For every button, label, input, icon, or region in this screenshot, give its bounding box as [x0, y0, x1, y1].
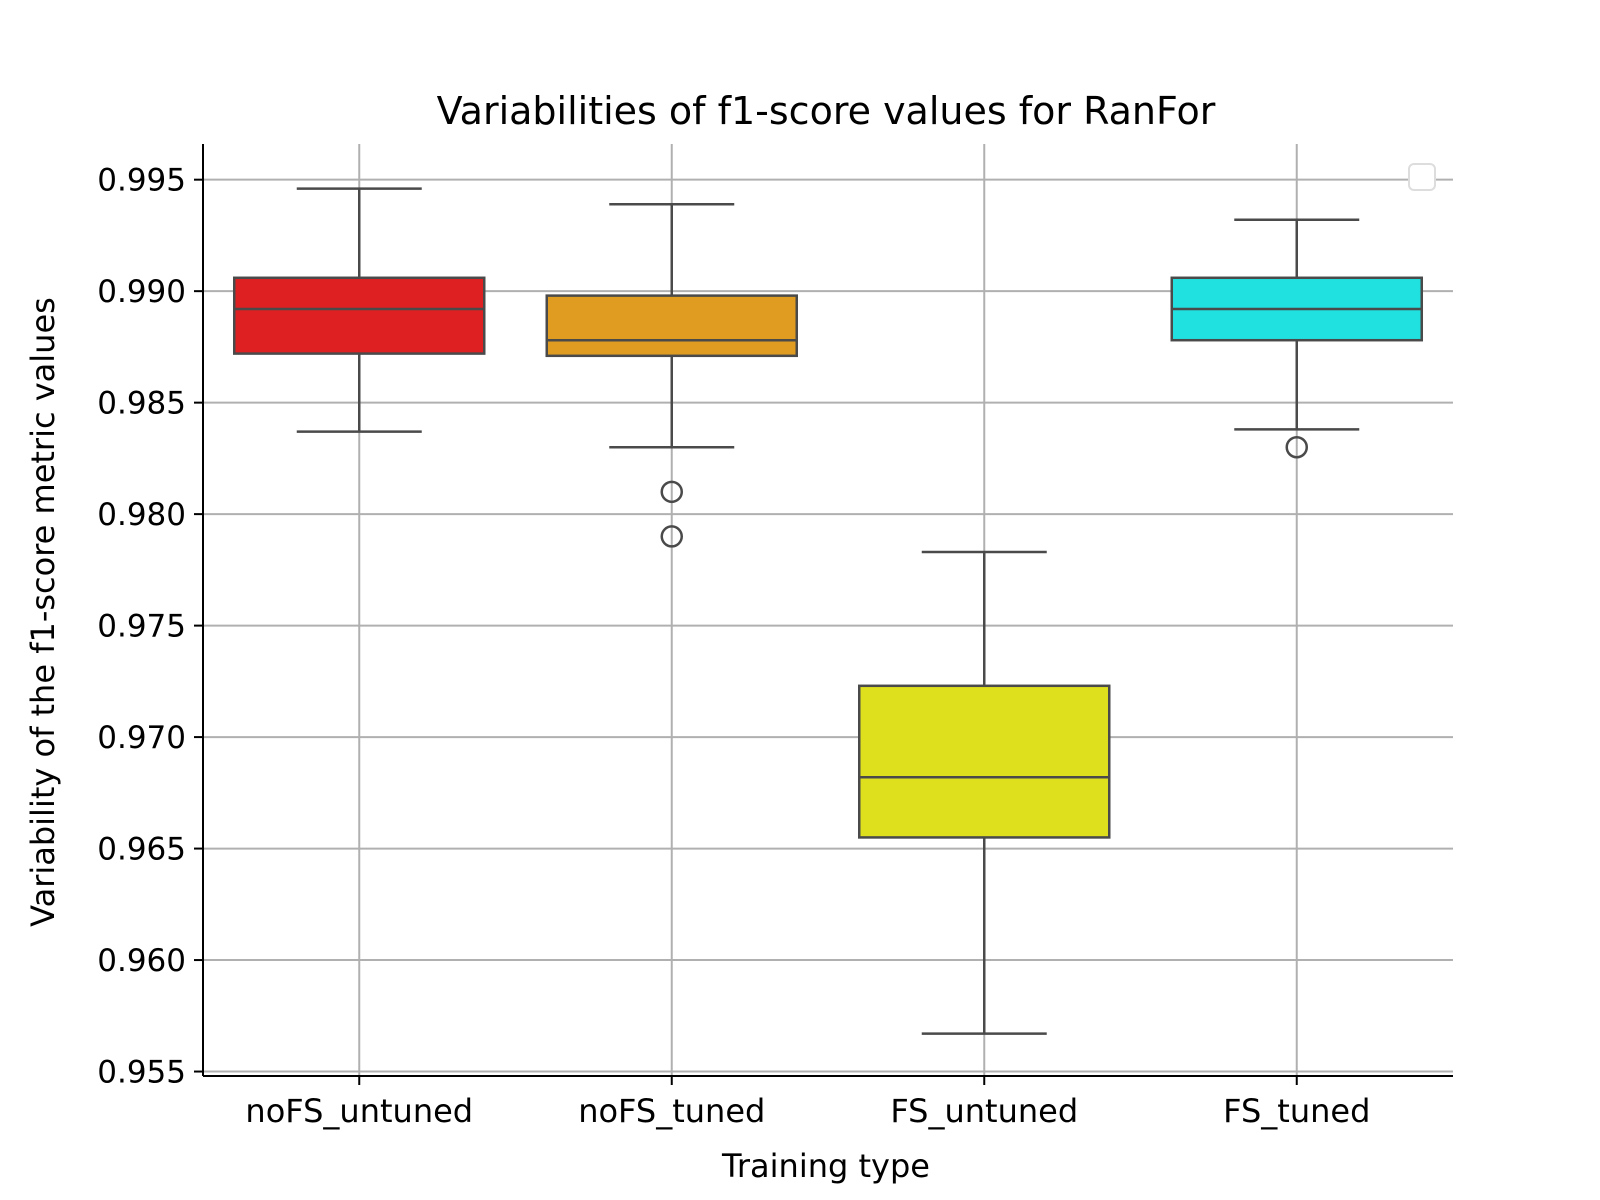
iqr-box [233, 276, 486, 355]
x-axis-ticks: noFS_untuned noFS_tuned FS_untuned FS_tuned [245, 1076, 1370, 1130]
y-tick-label: 0.980 [97, 497, 186, 533]
y-tick-label: 0.960 [97, 943, 186, 979]
y-tick-label: 0.985 [97, 386, 186, 422]
y-tick-label: 0.995 [97, 163, 186, 199]
y-tick-label: 0.990 [97, 274, 186, 310]
y-axis-label: Variability of the f1-score metric value… [24, 297, 62, 927]
x-tick-label: FS_untuned [890, 1092, 1078, 1130]
y-tick-label: 0.970 [97, 720, 186, 756]
outlier-point [660, 525, 683, 548]
box-FS_untuned [858, 550, 1111, 1035]
y-tick-label: 0.965 [97, 832, 186, 868]
iqr-box [545, 294, 798, 358]
x-tick-label: FS_tuned [1223, 1092, 1370, 1130]
y-axis-ticks: 0.955 0.960 0.965 0.970 0.975 0.980 0.985 0.990… [97, 163, 203, 1091]
iqr-box [858, 684, 1111, 839]
x-tick-label: noFS_tuned [578, 1092, 765, 1130]
outlier-point [1285, 435, 1308, 459]
x-tick-label: noFS_untuned [245, 1092, 473, 1130]
legend-box [1408, 163, 1436, 191]
box-noFS_untuned [233, 187, 486, 433]
x-axis-label: Training type [721, 1147, 930, 1185]
chart-title: Variabilities of f1-score values for Ran… [437, 89, 1216, 133]
box-FS_tuned [1170, 218, 1423, 459]
y-tick-label: 0.975 [97, 609, 186, 645]
outlier-point [660, 480, 683, 504]
box-noFS_tuned [545, 202, 798, 548]
boxes [233, 187, 1423, 1035]
y-tick-label: 0.955 [97, 1055, 186, 1091]
